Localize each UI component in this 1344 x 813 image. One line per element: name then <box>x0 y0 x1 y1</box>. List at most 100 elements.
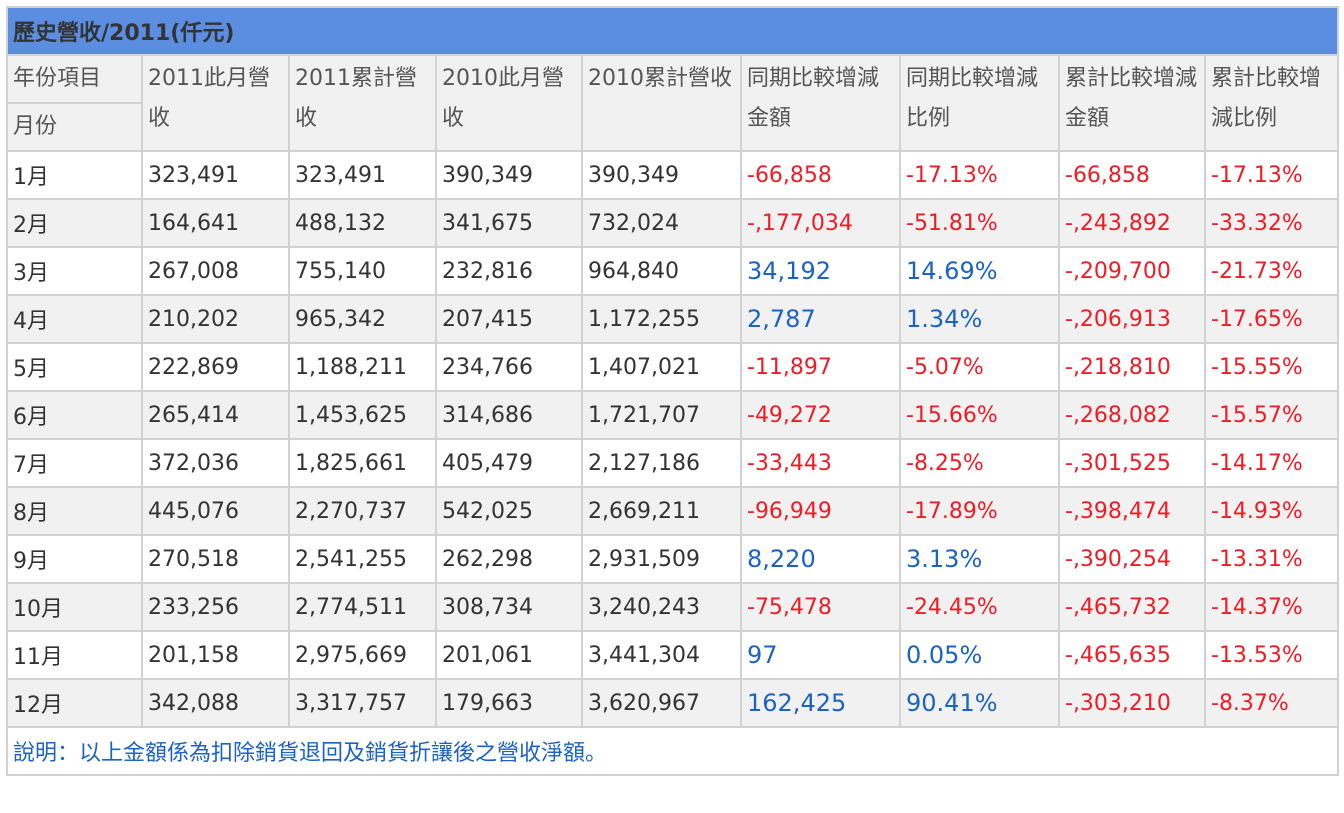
revenue-2011-month-cell: 164,641 <box>141 198 290 248</box>
revenue-2011-cumulative-cell: 2,774,511 <box>288 582 437 632</box>
revenue-2010-month-cell: 542,025 <box>435 486 583 536</box>
month-cell: 5月 <box>6 342 143 392</box>
revenue-table-container: 歷史營收/2011(仟元) 年份項目 月份 2011此月營收 2011累計營收 … <box>5 6 1340 776</box>
revenue-2011-cumulative-cell: 965,342 <box>288 294 437 344</box>
revenue-2011-cumulative-cell: 1,825,661 <box>288 438 437 488</box>
yoy-diff-amount-cell: 8,220 <box>740 534 901 584</box>
revenue-2011-month-cell: 323,491 <box>141 150 290 200</box>
revenue-2010-month-cell: 201,061 <box>435 630 583 680</box>
revenue-2010-month-cell: 390,349 <box>435 150 583 200</box>
revenue-2011-month-cell: 210,202 <box>141 294 290 344</box>
column-header: 同期比較增減比例 <box>899 54 1060 152</box>
month-cell: 12月 <box>6 678 143 728</box>
month-cell: 1月 <box>6 150 143 200</box>
table-row: 8月 445,076 2,270,737 542,025 2,669,211 -96,94… <box>6 486 1340 536</box>
revenue-2010-month-cell: 179,663 <box>435 678 583 728</box>
table-row: 6月 265,414 1,453,625 314,686 1,721,707 -49,27… <box>6 390 1340 440</box>
table-row: 9月 270,518 2,541,255 262,298 2,931,509 8,220 3… <box>6 534 1340 584</box>
yoy-diff-amount-cell: 97 <box>740 630 901 680</box>
yoy-diff-percent-cell: -5.07% <box>899 342 1060 392</box>
footnote-text: 說明：以上金額係為扣除銷貨退回及銷貨折讓後之營收淨額。 <box>5 726 1340 776</box>
yoy-diff-amount-cell: -49,272 <box>740 390 901 440</box>
column-header: 累計比較增減金額 <box>1058 54 1206 152</box>
revenue-2011-month-cell: 270,518 <box>141 534 290 584</box>
revenue-2011-month-cell: 222,869 <box>141 342 290 392</box>
yoy-diff-percent-cell: -17.13% <box>899 150 1060 200</box>
cumulative-diff-amount-cell: -,390,254 <box>1058 534 1206 584</box>
revenue-2010-month-cell: 232,816 <box>435 246 583 296</box>
cumulative-diff-amount-cell: -,218,810 <box>1058 342 1206 392</box>
revenue-2011-cumulative-cell: 1,188,211 <box>288 342 437 392</box>
revenue-2010-cumulative-cell: 732,024 <box>581 198 742 248</box>
table-body: 1月 323,491 323,491 390,349 390,349 -66,858 -17… <box>6 150 1340 728</box>
revenue-2010-cumulative-cell: 2,127,186 <box>581 438 742 488</box>
table-row: 10月 233,256 2,774,511 308,734 3,240,243 -75,4… <box>6 582 1340 632</box>
column-header: 2011此月營收 <box>141 54 290 152</box>
column-header: 2011累計營收 <box>288 54 437 152</box>
yoy-diff-amount-cell: -11,897 <box>740 342 901 392</box>
cumulative-diff-percent-cell: -17.13% <box>1203 150 1340 200</box>
month-cell: 2月 <box>6 198 143 248</box>
note-row: 說明：以上金額係為扣除銷貨退回及銷貨折讓後之營收淨額。 <box>5 726 1340 776</box>
revenue-2011-cumulative-cell: 3,317,757 <box>288 678 437 728</box>
yoy-diff-percent-cell: 1.34% <box>899 294 1060 344</box>
corner-header-bottom: 月份 <box>13 114 58 139</box>
revenue-2010-cumulative-cell: 1,721,707 <box>581 390 742 440</box>
column-header: 2010此月營收 <box>435 54 583 152</box>
revenue-2011-cumulative-cell: 488,132 <box>288 198 437 248</box>
cumulative-diff-percent-cell: -33.32% <box>1203 198 1340 248</box>
cumulative-diff-amount-cell: -,303,210 <box>1058 678 1206 728</box>
revenue-2011-cumulative-cell: 755,140 <box>288 246 437 296</box>
revenue-2010-cumulative-cell: 2,931,509 <box>581 534 742 584</box>
revenue-2010-month-cell: 207,415 <box>435 294 583 344</box>
yoy-diff-percent-cell: 0.05% <box>899 630 1060 680</box>
yoy-diff-percent-cell: -24.45% <box>899 582 1060 632</box>
yoy-diff-percent-cell: 90.41% <box>899 678 1060 728</box>
revenue-2010-cumulative-cell: 1,172,255 <box>581 294 742 344</box>
cumulative-diff-percent-cell: -15.57% <box>1203 390 1340 440</box>
month-cell: 7月 <box>6 438 143 488</box>
cumulative-diff-amount-cell: -,398,474 <box>1058 486 1206 536</box>
yoy-diff-amount-cell: -,177,034 <box>740 198 901 248</box>
yoy-diff-amount-cell: 162,425 <box>740 678 901 728</box>
revenue-2011-cumulative-cell: 1,453,625 <box>288 390 437 440</box>
month-cell: 6月 <box>6 390 143 440</box>
cumulative-diff-amount-cell: -,301,525 <box>1058 438 1206 488</box>
revenue-2011-cumulative-cell: 2,975,669 <box>288 630 437 680</box>
revenue-2010-month-cell: 341,675 <box>435 198 583 248</box>
cumulative-diff-amount-cell: -,268,082 <box>1058 390 1206 440</box>
yoy-diff-amount-cell: -66,858 <box>740 150 901 200</box>
table-title-row: 歷史營收/2011(仟元) <box>5 6 1340 56</box>
revenue-2010-month-cell: 262,298 <box>435 534 583 584</box>
revenue-2010-month-cell: 405,479 <box>435 438 583 488</box>
revenue-2011-month-cell: 445,076 <box>141 486 290 536</box>
yoy-diff-amount-cell: 2,787 <box>740 294 901 344</box>
cumulative-diff-percent-cell: -13.53% <box>1203 630 1340 680</box>
revenue-2011-month-cell: 201,158 <box>141 630 290 680</box>
table-row: 1月 323,491 323,491 390,349 390,349 -66,858 -17… <box>6 150 1340 200</box>
cumulative-diff-amount-cell: -,465,732 <box>1058 582 1206 632</box>
corner-header-cell: 年份項目 月份 <box>6 54 143 152</box>
table-row: 2月 164,641 488,132 341,675 732,024 -,177,034 -… <box>6 198 1340 248</box>
revenue-2011-month-cell: 265,414 <box>141 390 290 440</box>
column-header: 2010累計營收 <box>581 54 742 152</box>
cumulative-diff-percent-cell: -8.37% <box>1203 678 1340 728</box>
table-row: 12月 342,088 3,317,757 179,663 3,620,967 162,4… <box>6 678 1340 728</box>
revenue-2011-cumulative-cell: 2,270,737 <box>288 486 437 536</box>
revenue-2011-cumulative-cell: 2,541,255 <box>288 534 437 584</box>
month-cell: 8月 <box>6 486 143 536</box>
corner-header-top: 年份項目 <box>9 57 140 104</box>
revenue-2010-cumulative-cell: 3,240,243 <box>581 582 742 632</box>
column-header-row: 年份項目 月份 2011此月營收 2011累計營收 2010此月營收 2010累… <box>6 54 1340 152</box>
month-cell: 9月 <box>6 534 143 584</box>
revenue-history-table: 歷史營收/2011(仟元) 年份項目 月份 2011此月營收 2011累計營收 … <box>5 6 1340 776</box>
cumulative-diff-percent-cell: -14.17% <box>1203 438 1340 488</box>
month-cell: 4月 <box>6 294 143 344</box>
cumulative-diff-percent-cell: -14.93% <box>1203 486 1340 536</box>
yoy-diff-percent-cell: -17.89% <box>899 486 1060 536</box>
revenue-2011-month-cell: 372,036 <box>141 438 290 488</box>
revenue-2010-month-cell: 234,766 <box>435 342 583 392</box>
cumulative-diff-percent-cell: -17.65% <box>1203 294 1340 344</box>
yoy-diff-amount-cell: -75,478 <box>740 582 901 632</box>
revenue-2011-month-cell: 233,256 <box>141 582 290 632</box>
